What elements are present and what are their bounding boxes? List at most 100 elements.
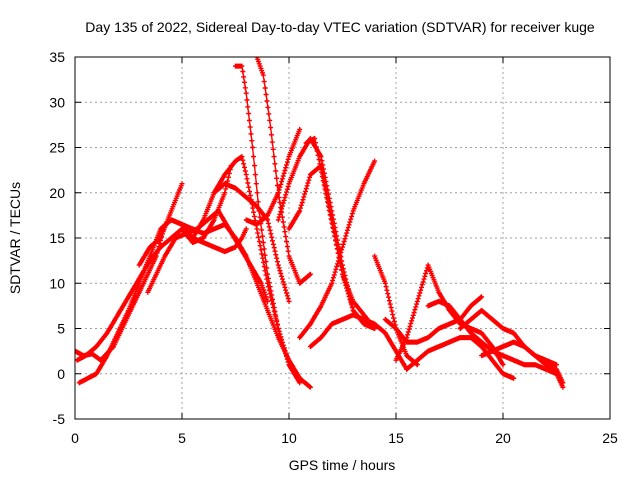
data-plot	[75, 57, 566, 390]
data-point	[257, 214, 263, 220]
series-group	[75, 57, 566, 390]
series-track-8	[211, 181, 292, 304]
data-point	[303, 186, 309, 192]
data-point	[284, 356, 290, 362]
data-point	[326, 207, 332, 213]
data-point	[560, 384, 566, 390]
data-point	[277, 331, 283, 337]
data-point	[272, 248, 278, 254]
data-point	[335, 258, 341, 264]
data-point	[241, 161, 247, 167]
data-point	[320, 178, 326, 184]
data-point	[277, 268, 283, 274]
data-point	[285, 156, 291, 162]
data-point	[414, 362, 420, 368]
chart-title: Day 135 of 2022, Sidereal Day-to-day VTE…	[85, 19, 595, 35]
data-point	[333, 241, 339, 247]
data-point	[282, 168, 288, 173]
y-tick-label: 30	[49, 94, 65, 110]
data-point	[280, 200, 286, 206]
data-point	[272, 161, 278, 167]
data-point	[405, 329, 411, 335]
data-point	[299, 200, 305, 205]
data-point	[339, 247, 345, 253]
data-point	[276, 214, 282, 220]
data-point	[267, 284, 273, 290]
data-point	[332, 233, 338, 239]
data-point	[334, 246, 340, 252]
data-point	[306, 177, 312, 183]
data-point	[328, 216, 334, 222]
data-point	[325, 203, 331, 209]
data-point	[318, 154, 324, 160]
data-point	[332, 269, 338, 275]
data-point	[386, 294, 392, 300]
data-point	[248, 131, 254, 137]
data-point	[298, 202, 304, 208]
data-point	[338, 263, 344, 269]
data-point	[331, 272, 337, 278]
data-point	[250, 145, 256, 150]
data-point	[270, 296, 275, 302]
data-point	[265, 217, 271, 223]
plot-frame	[74, 56, 611, 420]
series-track-14	[303, 135, 378, 331]
data-point	[277, 211, 283, 217]
data-point	[324, 195, 330, 201]
data-point	[274, 317, 280, 323]
data-point	[500, 362, 506, 368]
data-point	[259, 251, 265, 257]
data-point	[275, 259, 280, 265]
data-point	[283, 351, 289, 357]
data-point	[419, 284, 424, 290]
data-point	[297, 380, 303, 386]
series-track-6	[168, 217, 313, 390]
data-point	[284, 189, 289, 195]
x-axis-label: GPS time / hours	[289, 457, 396, 473]
data-point	[242, 79, 247, 85]
data-point	[251, 154, 256, 160]
data-point	[339, 267, 345, 273]
data-point	[284, 353, 289, 359]
data-point	[240, 69, 246, 74]
data-point	[329, 280, 335, 286]
data-point	[414, 298, 420, 304]
data-point	[269, 292, 275, 298]
data-point	[301, 194, 307, 200]
data-point	[511, 375, 517, 381]
data-point	[269, 132, 274, 138]
data-point	[256, 234, 261, 240]
data-point	[253, 181, 259, 187]
data-point	[266, 111, 272, 117]
data-point	[340, 244, 345, 250]
data-point	[297, 375, 303, 381]
data-point	[304, 183, 310, 189]
data-point	[372, 326, 378, 331]
data-point	[297, 126, 303, 132]
data-point	[274, 255, 280, 261]
y-tick-label: 15	[49, 230, 65, 246]
data-point	[282, 284, 288, 290]
data-point	[307, 271, 313, 277]
data-point	[317, 161, 323, 167]
data-point	[265, 220, 271, 226]
y-tick-label: 20	[49, 185, 65, 201]
data-point	[270, 241, 276, 247]
data-point	[385, 291, 391, 297]
data-point	[279, 179, 285, 185]
data-point	[343, 233, 349, 239]
data-point	[223, 186, 229, 192]
data-point	[340, 241, 346, 247]
data-point	[255, 199, 261, 205]
data-point	[271, 245, 277, 251]
series-track-23	[479, 339, 559, 368]
data-point	[245, 104, 251, 110]
data-point	[281, 170, 287, 176]
data-point	[298, 205, 303, 211]
data-point	[226, 174, 231, 180]
y-axis-label: SDTVAR / TECUs	[7, 182, 23, 294]
data-point	[239, 154, 245, 160]
data-point	[259, 227, 265, 233]
data-point	[314, 148, 320, 154]
